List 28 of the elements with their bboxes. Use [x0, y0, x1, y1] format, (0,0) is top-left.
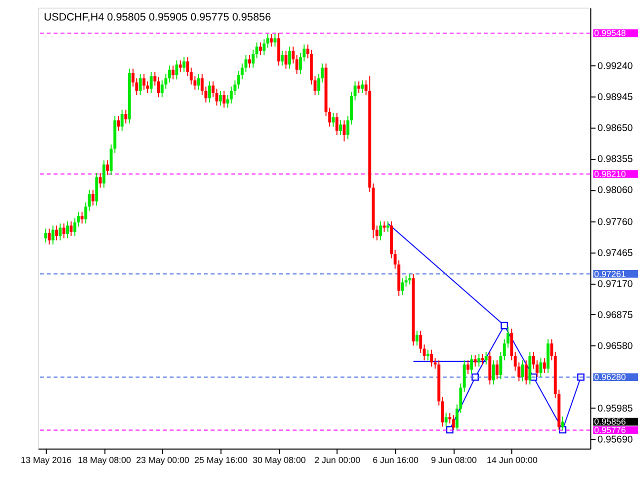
x-tick-label: 30 May 08:00	[252, 454, 306, 465]
x-tick-label: 25 May 16:00	[194, 454, 248, 465]
y-tick-label: 0.98060	[598, 185, 634, 196]
x-tick-label: 23 May 00:00	[136, 454, 190, 465]
x-tick-label: 6 Jun 16:00	[372, 454, 419, 465]
text: 0.95856	[594, 416, 626, 427]
ref-line-label: 0.99548	[594, 28, 626, 38]
y-tick-label: 0.98355	[598, 154, 634, 166]
y-tick-label: 0.96875	[598, 310, 634, 321]
y-tick-label: 0.97465	[598, 248, 634, 259]
ref-line-label: 0.98210	[594, 168, 626, 179]
x-tick-label: 2 Jun 00:00	[314, 454, 360, 465]
ref-line-label: 0.95776	[594, 425, 626, 436]
ref-line-label: 0.96280	[594, 372, 626, 382]
y-tick-label: 0.96580	[598, 340, 634, 352]
x-tick-label: 9 Jun 08:00	[430, 454, 477, 465]
y-tick-label: 0.97170	[598, 278, 634, 290]
x-tick-label: 13 May 2016	[20, 454, 72, 465]
y-tick-label: 0.98650	[598, 123, 634, 134]
x-tick-label: 18 May 08:00	[78, 454, 132, 465]
y-tick-label: 0.98945	[598, 92, 634, 104]
y-tick-label: 0.95985	[598, 404, 634, 415]
y-tick-label: 0.99240	[598, 61, 634, 72]
ref-line-label: 0.97261	[594, 268, 626, 279]
x-tick-label: 14 Jun 00:00	[486, 454, 538, 465]
y-tick-label: 0.95690	[598, 434, 634, 446]
chart-title: USDCHF,H4 0.95805 0.95905 0.95775 0.95856	[44, 11, 271, 24]
y-tick-label: 0.97760	[598, 216, 634, 228]
